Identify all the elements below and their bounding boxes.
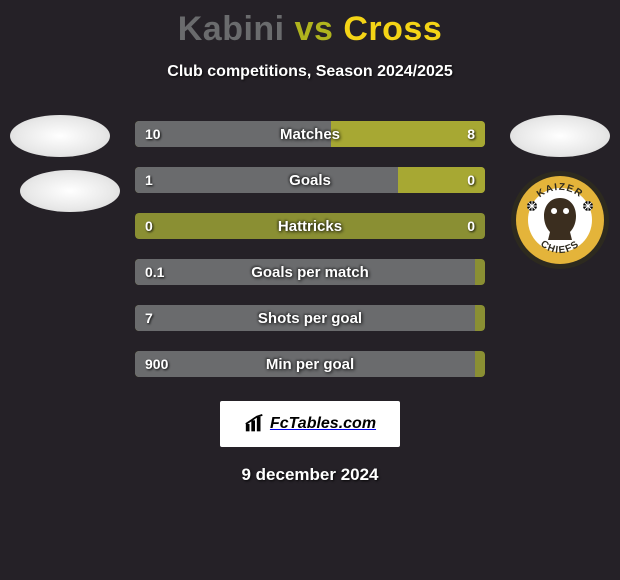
date: 9 december 2024	[0, 465, 620, 485]
kaizer-chiefs-crest-icon: KAIZER CHIEFS	[510, 170, 610, 270]
comparison-title: Kabini vs Cross	[0, 0, 620, 49]
stat-bar-label: Min per goal	[135, 351, 485, 377]
fctables-label: FcTables.com	[270, 415, 376, 433]
stat-bar-label: Hattricks	[135, 213, 485, 239]
stat-bar-row: 00Hattricks	[135, 213, 485, 239]
fctables-logo-icon	[244, 413, 266, 435]
stat-bar-row: 7Shots per goal	[135, 305, 485, 331]
stat-bar-label: Shots per goal	[135, 305, 485, 331]
stat-bar-label: Matches	[135, 121, 485, 147]
subtitle: Club competitions, Season 2024/2025	[0, 63, 620, 81]
title-player-right: Cross	[343, 10, 442, 48]
stat-bar-label: Goals	[135, 167, 485, 193]
title-vs: vs	[295, 10, 334, 48]
stat-bar-row: 900Min per goal	[135, 351, 485, 377]
player-left-badge-2	[20, 170, 120, 212]
player-right-badge-1	[510, 115, 610, 157]
stat-bar-label: Goals per match	[135, 259, 485, 285]
title-player-left: Kabini	[178, 10, 285, 48]
fctables-link[interactable]: FcTables.com	[220, 401, 400, 447]
player-right-club-crest: KAIZER CHIEFS	[510, 170, 610, 270]
stat-bar-row: 108Matches	[135, 121, 485, 147]
player-left-badge-1	[10, 115, 110, 157]
stat-bars: 108Matches 10Goals 00Hattricks 0.1Goals per…	[135, 121, 485, 377]
stat-bar-row: 10Goals	[135, 167, 485, 193]
stat-bar-row: 0.1Goals per match	[135, 259, 485, 285]
